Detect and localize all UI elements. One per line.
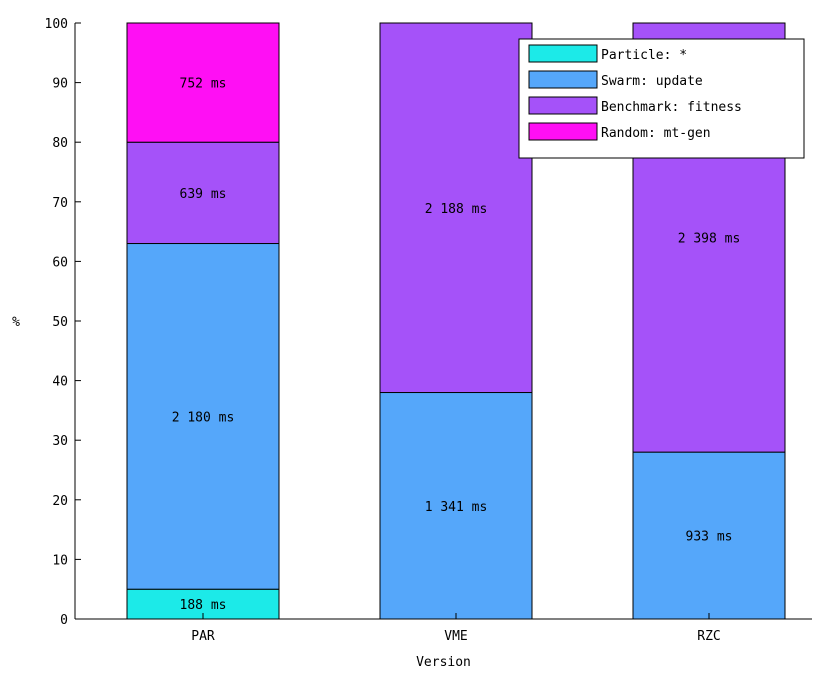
y-tick-label: 30	[52, 434, 68, 449]
y-axis-title: %	[12, 315, 20, 330]
legend-swatch-2	[528, 96, 598, 115]
legend-swatch-3	[528, 122, 598, 141]
bar-label-par-3: 752 ms	[180, 77, 227, 92]
bar-segment-vme-1	[379, 392, 533, 620]
y-tick-label: 60	[52, 255, 68, 270]
y-tick-label: 70	[52, 196, 68, 211]
legend-swatch-1	[528, 70, 598, 89]
bar-label-par-1: 2 180 ms	[172, 410, 235, 425]
bar-segment-par-1	[126, 243, 280, 590]
bar-label-par-2: 639 ms	[180, 187, 227, 202]
legend-swatch-0	[528, 44, 598, 63]
y-tick-label: 20	[52, 494, 68, 509]
bar-segment-rzc-1	[632, 451, 786, 620]
y-tick-label: 100	[45, 17, 68, 32]
y-tick-label: 90	[52, 77, 68, 92]
legend-label-3: Random: mt-gen	[601, 126, 711, 141]
x-tick-label: VME	[444, 629, 467, 644]
bar-segment-vme-2	[379, 22, 533, 394]
x-tick-label: RZC	[697, 629, 720, 644]
bar-segment-par-3	[126, 22, 280, 143]
x-tick-label: PAR	[191, 629, 215, 644]
bar-label-vme-1: 1 341 ms	[425, 500, 488, 515]
bar-labels-layer: 188 ms 2 180 ms 639 ms 752 ms 1 341 ms 2 188 …	[172, 77, 741, 613]
bar-label-rzc-2: 2 398 ms	[678, 232, 741, 247]
y-tick-label: 80	[52, 136, 68, 151]
bar-label-par-0: 188 ms	[180, 598, 227, 613]
legend-label-2: Benchmark: fitness	[601, 100, 742, 115]
y-tick-label: 10	[52, 553, 68, 568]
y-tick-label: 50	[52, 315, 68, 330]
legend-label-0: Particle: *	[601, 48, 687, 63]
bar-label-rzc-1: 933 ms	[686, 530, 733, 545]
y-tick-label: 0	[60, 613, 68, 628]
legend-label-1: Swarm: update	[601, 74, 703, 89]
y-tick-label: 40	[52, 375, 68, 390]
axis-layer: 0 10 20 30 40 50 60 70 80 90 100 PAR VME RZC	[45, 17, 812, 644]
legend: Particle: * Swarm: update Benchmark: fitne…	[518, 38, 805, 159]
bar-label-vme-2: 2 188 ms	[425, 202, 488, 217]
x-axis-title: Version	[416, 655, 471, 670]
